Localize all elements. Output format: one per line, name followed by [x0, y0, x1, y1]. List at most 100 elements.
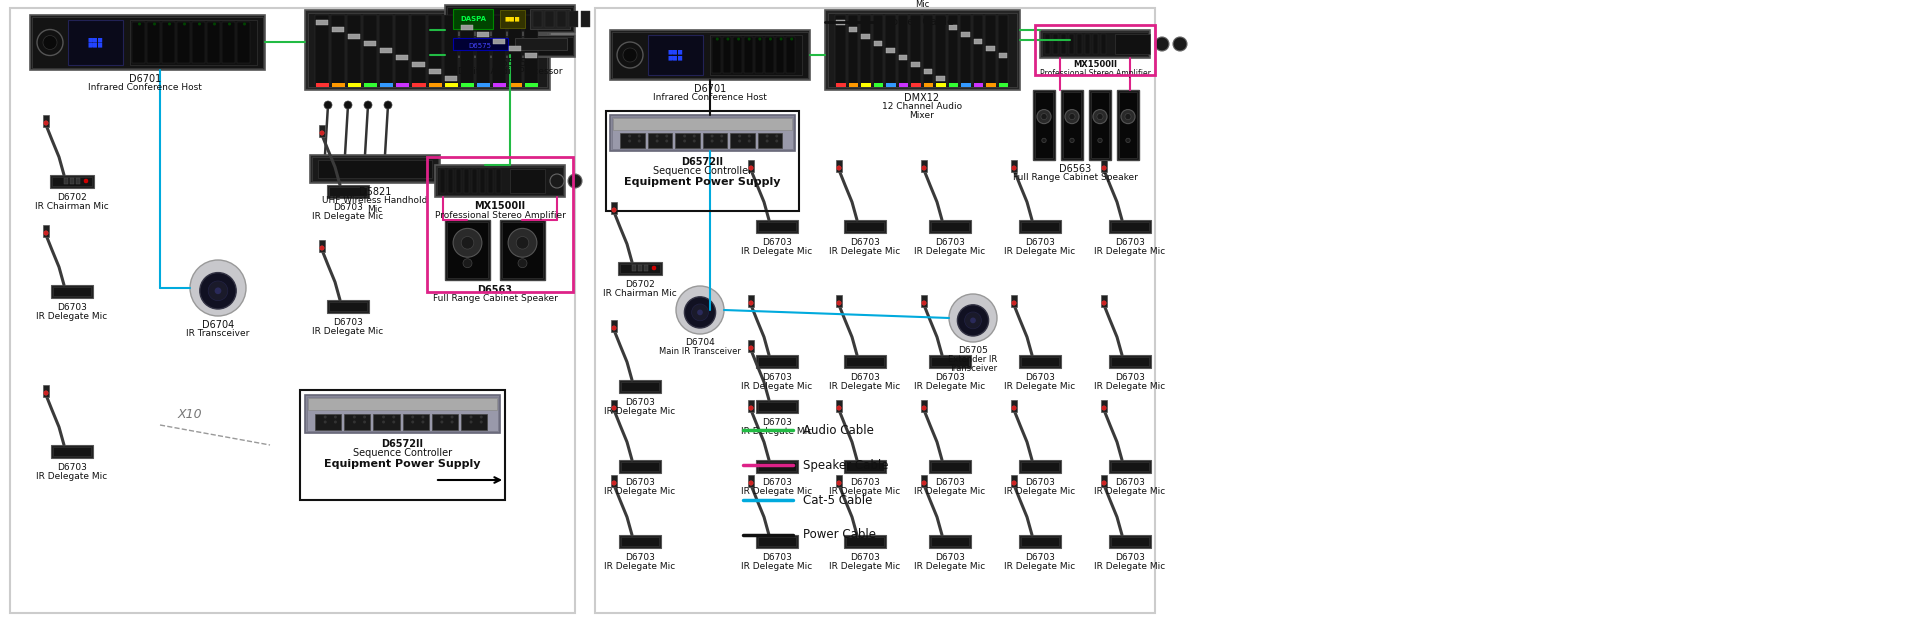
Bar: [465, 169, 468, 193]
Bar: [432, 414, 457, 430]
Bar: [929, 220, 972, 233]
Text: Full Range Cabinet Speaker: Full Range Cabinet Speaker: [432, 294, 557, 303]
Circle shape: [676, 286, 724, 334]
Text: D6703: D6703: [1116, 238, 1144, 247]
Bar: [1110, 220, 1150, 233]
Text: Infrared Conference Host: Infrared Conference Host: [88, 83, 202, 92]
Bar: [929, 535, 972, 548]
Bar: [319, 160, 432, 178]
Text: D6703: D6703: [332, 318, 363, 327]
Text: D6575: D6575: [468, 43, 492, 49]
Circle shape: [568, 174, 582, 188]
Text: D6702: D6702: [626, 280, 655, 289]
Bar: [931, 462, 970, 471]
Text: D6703: D6703: [935, 553, 966, 562]
Circle shape: [684, 135, 685, 138]
Text: Cat-5 Cable: Cat-5 Cable: [803, 493, 872, 506]
Text: IR Delegate Mic: IR Delegate Mic: [313, 327, 384, 336]
Circle shape: [776, 135, 778, 138]
Circle shape: [190, 260, 246, 316]
Bar: [372, 414, 399, 430]
Bar: [922, 15, 933, 85]
Text: D6703: D6703: [935, 373, 966, 382]
Circle shape: [766, 140, 768, 143]
Circle shape: [749, 166, 753, 170]
Bar: [488, 169, 493, 193]
Text: Sequence Controller: Sequence Controller: [353, 448, 451, 458]
Circle shape: [768, 38, 772, 41]
Bar: [428, 69, 440, 74]
Bar: [847, 537, 883, 546]
Circle shape: [837, 481, 841, 485]
Bar: [835, 160, 843, 172]
Bar: [849, 27, 856, 32]
Circle shape: [697, 309, 703, 316]
Circle shape: [363, 416, 367, 419]
Circle shape: [470, 421, 472, 424]
Text: Extender IR: Extender IR: [948, 355, 998, 364]
Circle shape: [1102, 301, 1106, 305]
Bar: [348, 83, 361, 87]
Bar: [476, 32, 490, 37]
Bar: [428, 83, 442, 87]
Circle shape: [138, 23, 140, 26]
Bar: [620, 264, 660, 273]
Circle shape: [44, 391, 48, 395]
Bar: [847, 222, 883, 231]
Circle shape: [215, 287, 221, 294]
Text: D6703: D6703: [851, 553, 879, 562]
Text: IR Delegate Mic: IR Delegate Mic: [1004, 487, 1075, 496]
Bar: [472, 169, 476, 193]
Bar: [1041, 30, 1150, 58]
Bar: [845, 460, 885, 473]
Bar: [618, 380, 660, 393]
Circle shape: [463, 259, 472, 268]
Text: DASPA: DASPA: [461, 16, 486, 22]
Text: IR Chairman Mic: IR Chairman Mic: [603, 289, 678, 298]
Bar: [1033, 90, 1054, 160]
Circle shape: [1041, 113, 1046, 120]
Bar: [860, 34, 870, 39]
Bar: [69, 178, 75, 184]
Bar: [380, 15, 394, 85]
Bar: [620, 133, 645, 148]
Bar: [758, 133, 781, 148]
Circle shape: [964, 312, 981, 329]
Text: D6704: D6704: [685, 338, 714, 347]
Bar: [756, 535, 799, 548]
Bar: [676, 133, 699, 148]
Bar: [459, 15, 474, 85]
Circle shape: [922, 166, 925, 170]
Bar: [845, 535, 885, 548]
Text: IR Delegate Mic: IR Delegate Mic: [605, 487, 676, 496]
Bar: [52, 285, 92, 298]
Bar: [899, 83, 908, 87]
Circle shape: [1102, 406, 1106, 410]
Circle shape: [622, 48, 637, 62]
Text: IR Delegate Mic: IR Delegate Mic: [1094, 247, 1165, 256]
Bar: [611, 202, 616, 214]
Circle shape: [1043, 138, 1046, 143]
Bar: [476, 15, 490, 85]
Circle shape: [365, 101, 372, 109]
Circle shape: [737, 140, 741, 143]
Bar: [42, 385, 50, 397]
Text: UHF Wireless Handhold: UHF Wireless Handhold: [874, 0, 972, 2]
Bar: [495, 169, 501, 193]
Bar: [1112, 357, 1148, 366]
Circle shape: [420, 421, 424, 424]
Text: IR Delegate Mic: IR Delegate Mic: [741, 427, 812, 436]
Bar: [582, 11, 589, 27]
Bar: [445, 35, 574, 57]
Circle shape: [461, 237, 474, 249]
Bar: [1116, 34, 1150, 54]
Bar: [161, 22, 175, 63]
Bar: [545, 11, 555, 27]
Bar: [611, 475, 616, 487]
Bar: [1100, 160, 1108, 172]
Circle shape: [693, 140, 695, 143]
Circle shape: [749, 301, 753, 305]
Bar: [461, 83, 474, 87]
Bar: [493, 83, 505, 87]
Text: D6703: D6703: [851, 478, 879, 487]
